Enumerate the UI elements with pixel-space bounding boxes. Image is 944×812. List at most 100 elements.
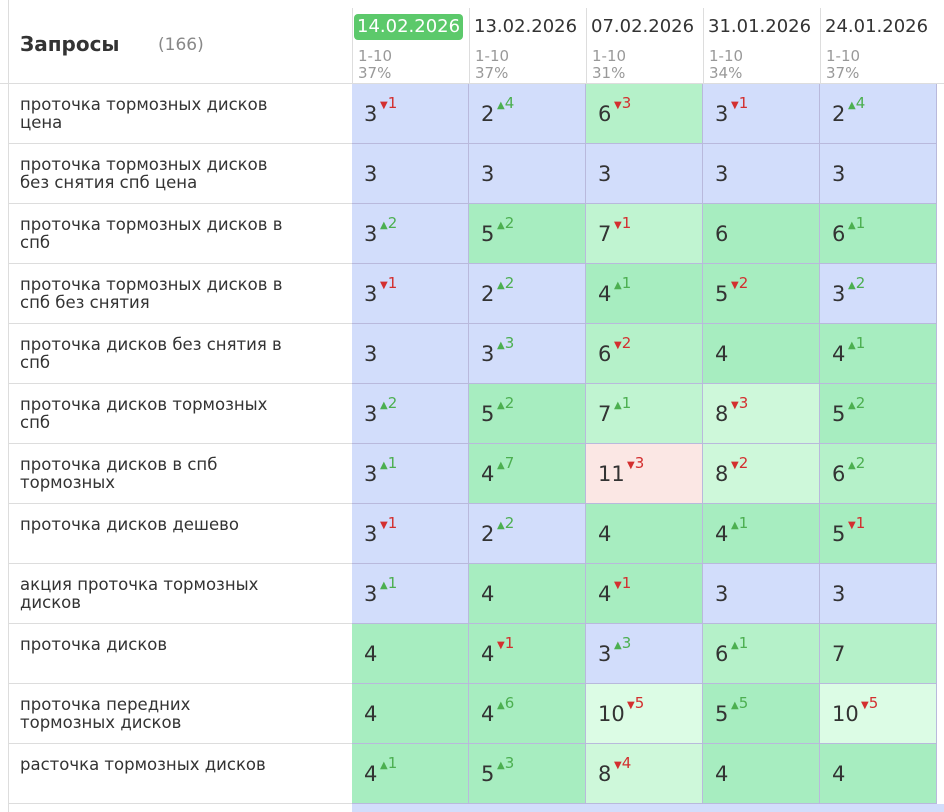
position-cell: 3 ▼1: [703, 84, 820, 144]
position-cell: 4: [352, 684, 469, 744]
change-arrow: ▲: [497, 100, 505, 111]
position-change: ▲1: [848, 334, 865, 352]
position-value: 7: [598, 222, 612, 246]
change-arrow: ▲: [497, 400, 505, 411]
position-cell: 3: [703, 564, 820, 624]
row-divider: [8, 203, 352, 204]
column-date: 14.02.2026: [354, 14, 464, 40]
row-divider: [8, 143, 352, 144]
position-change: ▼3: [627, 454, 644, 472]
change-value: 5: [634, 694, 645, 712]
position-change: ▲2: [497, 274, 514, 292]
change-arrow: ▲: [497, 220, 505, 231]
position-change: ▼1: [731, 94, 748, 112]
position-value: 4: [715, 342, 729, 366]
change-arrow: ▲: [848, 400, 856, 411]
change-value: 1: [387, 754, 398, 772]
position-change: ▼2: [731, 454, 748, 472]
change-arrow: ▲: [848, 340, 856, 351]
change-arrow: ▲: [497, 460, 505, 471]
header-border: [0, 83, 352, 84]
position-value: 10: [598, 702, 625, 726]
change-arrow: ▼: [380, 520, 388, 531]
change-value: 1: [387, 574, 398, 592]
position-change: ▲1: [614, 394, 631, 412]
change-arrow: ▲: [614, 400, 622, 411]
position-cell: 3: [469, 144, 586, 204]
query-text: проточка тормозных дисков без снятия спб…: [20, 155, 268, 192]
position-value: 3: [364, 342, 378, 366]
position-value: 2: [481, 102, 495, 126]
position-change: ▲1: [614, 274, 631, 292]
position-cell: 4 ▲1: [586, 264, 703, 324]
position-change: ▼2: [614, 334, 631, 352]
position-change: ▲3: [497, 754, 514, 772]
position-change: ▼1: [848, 514, 865, 532]
column-range: 1-10: [475, 47, 510, 65]
position-cell: 3 ▼1: [352, 84, 469, 144]
position-value: 4: [364, 762, 378, 786]
position-value: 3: [364, 462, 378, 486]
column-percent: 31%: [592, 64, 626, 82]
position-change: ▲2: [848, 274, 865, 292]
column-range: 1-10: [358, 47, 393, 65]
change-arrow: ▲: [731, 520, 739, 531]
position-value: 4: [715, 522, 729, 546]
position-cell: 6 ▼2: [586, 324, 703, 384]
change-value: 2: [855, 394, 866, 412]
position-value: 8: [715, 402, 729, 426]
position-value: 6: [715, 222, 729, 246]
change-value: 3: [621, 634, 632, 652]
position-value: 2: [481, 282, 495, 306]
change-value: 2: [504, 214, 515, 232]
position-cell: 3 ▲3: [469, 324, 586, 384]
change-value: 3: [504, 334, 515, 352]
column-divider: [820, 8, 821, 84]
left-border: [8, 0, 9, 812]
change-arrow: ▼: [614, 100, 622, 111]
change-value: 6: [504, 694, 515, 712]
position-cell: 4: [352, 624, 469, 684]
position-cell: 4 ▼1: [586, 564, 703, 624]
change-arrow: ▼: [731, 100, 739, 111]
column-range: 1-10: [826, 47, 861, 65]
position-cell: 3: [352, 324, 469, 384]
position-change: ▲2: [497, 214, 514, 232]
change-arrow: ▼: [614, 220, 622, 231]
position-value: 2: [832, 102, 846, 126]
position-value: 6: [832, 462, 846, 486]
position-value: 2: [481, 522, 495, 546]
position-change: ▲1: [731, 634, 748, 652]
position-change: ▲4: [497, 94, 514, 112]
position-change: ▲5: [731, 694, 748, 712]
row-divider: [8, 743, 352, 744]
change-arrow: ▲: [380, 580, 388, 591]
position-change: ▲2: [497, 394, 514, 412]
position-cell: 5 ▲2: [469, 204, 586, 264]
change-arrow: ▼: [627, 700, 635, 711]
position-cell: 10 ▼5: [586, 684, 703, 744]
change-value: 3: [634, 454, 645, 472]
position-value: 4: [598, 582, 612, 606]
column-date: 24.01.2026: [825, 16, 929, 37]
change-arrow: ▲: [497, 340, 505, 351]
position-value: 8: [715, 462, 729, 486]
change-arrow: ▼: [497, 640, 505, 651]
position-cell: 2 ▲4: [820, 84, 937, 144]
position-cell: 7: [820, 624, 937, 684]
change-arrow: ▼: [848, 520, 856, 531]
position-value: 3: [481, 162, 495, 186]
position-change: ▲6: [497, 694, 514, 712]
column-date: 31.01.2026: [708, 16, 812, 37]
change-arrow: ▼: [627, 460, 635, 471]
position-value: 3: [832, 162, 846, 186]
position-value: 3: [598, 162, 612, 186]
position-cell: 6 ▲1: [703, 624, 820, 684]
position-cell: 8 ▼3: [703, 384, 820, 444]
position-cell: 3 ▲1: [352, 564, 469, 624]
position-cell: 4: [469, 564, 586, 624]
row-divider: [8, 503, 352, 504]
change-value: 2: [387, 214, 398, 232]
position-cell: 6 ▲1: [820, 204, 937, 264]
